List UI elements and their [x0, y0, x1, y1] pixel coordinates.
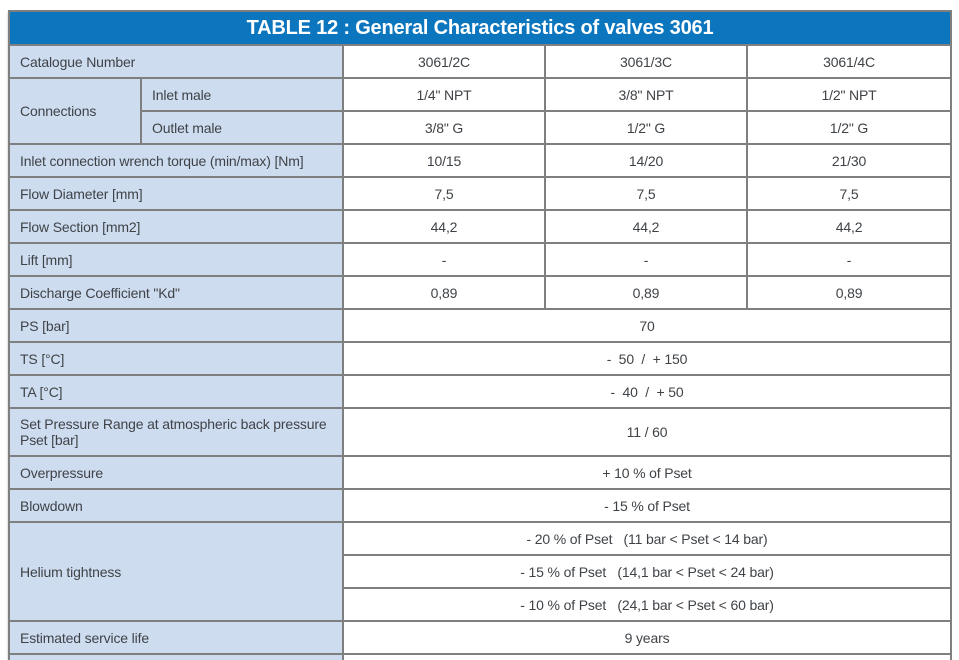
table-row-connections-inlet: Connections Inlet male 1/4" NPT 3/8" NPT… [8, 77, 953, 145]
cell-lift-3c: - [544, 242, 748, 277]
cell-catalogue-2c: 3061/2C [342, 44, 546, 79]
table-row-risk-category: Risk Category according to PED Recast IV [8, 653, 953, 660]
row-label-flow-section: Flow Section [mm2] [8, 209, 344, 244]
cell-catalogue-3c: 3061/3C [544, 44, 748, 79]
table-row-lift: Lift [mm] - - - [8, 242, 953, 277]
row-label-set-pressure-range: Set Pressure Range at atmospheric back p… [8, 407, 344, 457]
cell-outlet-2c: 3/8" G [342, 110, 546, 145]
cell-lift-2c: - [342, 242, 546, 277]
table-title: TABLE 12 : General Characteristics of va… [9, 11, 952, 45]
row-label-overpressure: Overpressure [8, 455, 344, 490]
table-row-flow-diameter: Flow Diameter [mm] 7,5 7,5 7,5 [8, 176, 953, 211]
table-row-estimated-service-life: Estimated service life 9 years [8, 620, 953, 655]
table-row-helium-3: - 10 % of Pset (24,1 bar < Pset < 60 bar… [9, 587, 953, 622]
row-label-connections: Connections [8, 77, 142, 145]
cell-outlet-4c: 1/2" G [745, 110, 953, 145]
table-row-ta: TA [°C] - 40 / + 50 [8, 374, 953, 409]
table-row-overpressure: Overpressure + 10 % of Pset [8, 455, 953, 490]
row-label-flow-diameter: Flow Diameter [mm] [8, 176, 344, 211]
cell-inlet-4c: 1/2" NPT [745, 77, 953, 112]
cell-torque-2c: 10/15 [342, 143, 546, 178]
cell-outlet-3c: 1/2" G [544, 110, 748, 145]
cell-set-pressure-range: 11 / 60 [341, 407, 953, 457]
cell-kd-4c: 0,89 [745, 275, 953, 310]
table-row-helium-1: Helium tightness - 20 % of Pset (11 bar … [8, 521, 953, 622]
cell-flow-section-4c: 44,2 [745, 209, 953, 244]
cell-inlet-3c: 3/8" NPT [544, 77, 748, 112]
characteristics-table: TABLE 12 : General Characteristics of va… [8, 10, 953, 660]
cell-ta: - 40 / + 50 [341, 374, 953, 409]
table-row-discharge-coefficient: Discharge Coefficient "Kd" 0,89 0,89 0,8… [8, 275, 953, 310]
cell-flow-section-3c: 44,2 [544, 209, 748, 244]
cell-helium-range-3: - 10 % of Pset (24,1 bar < Pset < 60 bar… [341, 587, 953, 622]
cell-flow-diameter-4c: 7,5 [745, 176, 953, 211]
row-label-catalogue-number: Catalogue Number [8, 44, 344, 79]
table-row-helium-2: - 15 % of Pset (14,1 bar < Pset < 24 bar… [9, 554, 953, 589]
row-label-ts: TS [°C] [8, 341, 344, 376]
cell-inlet-2c: 1/4" NPT [342, 77, 546, 112]
row-label-estimated-service-life: Estimated service life [8, 620, 344, 655]
cell-risk-category: IV [341, 653, 953, 660]
row-label-ps: PS [bar] [8, 308, 344, 343]
table-row-set-pressure-range: Set Pressure Range at atmospheric back p… [8, 407, 953, 457]
cell-torque-4c: 21/30 [745, 143, 953, 178]
row-label-helium-tightness: Helium tightness [8, 521, 344, 622]
row-label-outlet-male: Outlet male [140, 110, 344, 145]
table-row-blowdown: Blowdown - 15 % of Pset [8, 488, 953, 523]
cell-ps: 70 [341, 308, 953, 343]
table-row-connections-outlet: Outlet male 3/8" G 1/2" G 1/2" G [9, 110, 953, 145]
cell-kd-2c: 0,89 [342, 275, 546, 310]
cell-lift-4c: - [745, 242, 953, 277]
cell-helium-range-2: - 15 % of Pset (14,1 bar < Pset < 24 bar… [341, 554, 953, 589]
cell-ts: - 50 / + 150 [341, 341, 953, 376]
row-label-wrench-torque: Inlet connection wrench torque (min/max)… [8, 143, 344, 178]
cell-estimated-service-life: 9 years [341, 620, 953, 655]
cell-flow-diameter-3c: 7,5 [544, 176, 748, 211]
cell-blowdown: - 15 % of Pset [341, 488, 953, 523]
cell-flow-section-2c: 44,2 [342, 209, 546, 244]
row-label-ta: TA [°C] [8, 374, 344, 409]
table-row-flow-section: Flow Section [mm2] 44,2 44,2 44,2 [8, 209, 953, 244]
cell-flow-diameter-2c: 7,5 [342, 176, 546, 211]
cell-torque-3c: 14/20 [544, 143, 748, 178]
cell-catalogue-4c: 3061/4C [745, 44, 953, 79]
row-label-discharge-coefficient: Discharge Coefficient "Kd" [8, 275, 344, 310]
row-label-inlet-male: Inlet male [140, 77, 344, 112]
cell-helium-range-1: - 20 % of Pset (11 bar < Pset < 14 bar) [341, 521, 953, 556]
valves-3061-table: TABLE 12 : General Characteristics of va… [8, 10, 953, 660]
table-row-wrench-torque: Inlet connection wrench torque (min/max)… [8, 143, 953, 178]
cell-kd-3c: 0,89 [544, 275, 748, 310]
table-row-ts: TS [°C] - 50 / + 150 [8, 341, 953, 376]
table-title-row: TABLE 12 : General Characteristics of va… [9, 11, 952, 45]
table-row-catalogue-number: Catalogue Number 3061/2C 3061/3C 3061/4C [8, 44, 953, 79]
row-label-lift: Lift [mm] [8, 242, 344, 277]
row-label-blowdown: Blowdown [8, 488, 344, 523]
row-label-risk-category: Risk Category according to PED Recast [8, 653, 344, 660]
cell-overpressure: + 10 % of Pset [341, 455, 953, 490]
table-row-ps: PS [bar] 70 [8, 308, 953, 343]
